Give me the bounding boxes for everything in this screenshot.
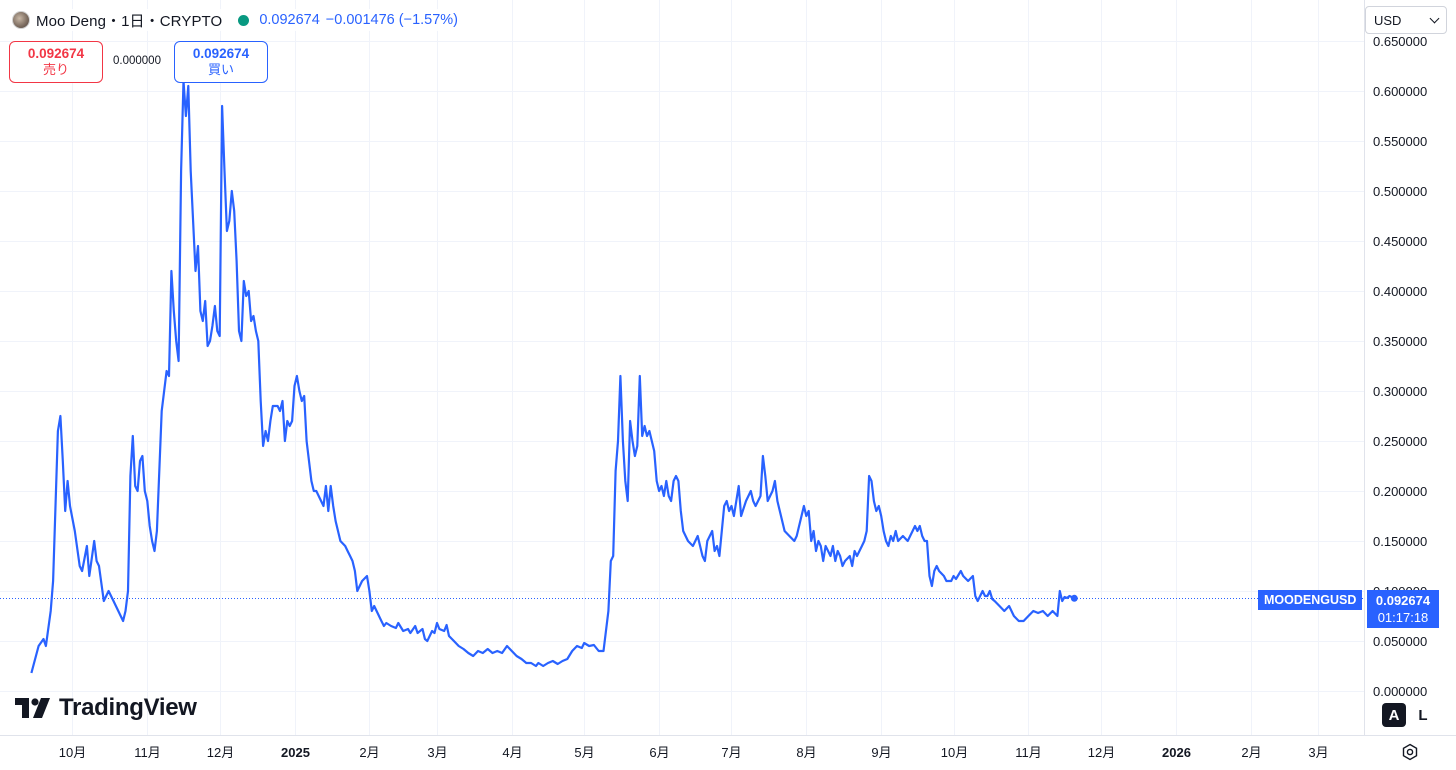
y-tick-label: 0.150000 bbox=[1373, 534, 1427, 549]
series-symbol-label: MOODENGUSD bbox=[1258, 590, 1363, 610]
x-tick-label: 7月 bbox=[721, 745, 741, 760]
chart-legend[interactable]: Moo Deng・1日・CRYPTO 0.092674 −0.001476 (−… bbox=[12, 9, 459, 31]
legend-price: 0.092674 bbox=[259, 12, 320, 28]
last-price-label: 0.092674 01:17:18 bbox=[1367, 590, 1439, 628]
legend-change: −0.001476 (−1.57%) bbox=[325, 12, 459, 28]
y-tick-label: 0.200000 bbox=[1373, 484, 1427, 499]
auto-scale-button[interactable]: A bbox=[1382, 703, 1406, 727]
chart-axes bbox=[0, 0, 1456, 736]
x-tick-label: 4月 bbox=[502, 745, 522, 760]
x-tick-label: 2025 bbox=[281, 745, 310, 760]
x-tick-label: 2月 bbox=[1241, 745, 1261, 760]
y-tick-label: 0.400000 bbox=[1373, 284, 1427, 299]
tradingview-logo-icon bbox=[15, 698, 50, 718]
currency-select[interactable]: USD bbox=[1365, 6, 1447, 34]
x-tick-label: 9月 bbox=[871, 745, 891, 760]
gear-icon[interactable] bbox=[1401, 743, 1419, 761]
sell-price: 0.092674 bbox=[27, 46, 85, 61]
x-tick-label: 12月 bbox=[1088, 745, 1115, 760]
symbol-title[interactable]: Moo Deng・1日・CRYPTO bbox=[36, 12, 223, 30]
x-tick-label: 6月 bbox=[649, 745, 669, 760]
spread-value: 0.000000 bbox=[113, 55, 161, 67]
bar-countdown: 01:17:18 bbox=[1377, 610, 1429, 625]
x-tick-label: 3月 bbox=[1308, 745, 1328, 760]
x-tick-label: 3月 bbox=[427, 745, 447, 760]
x-tick-label: 2月 bbox=[359, 745, 379, 760]
tradingview-logo[interactable]: TradingView bbox=[13, 694, 197, 722]
sell-button[interactable]: 0.092674 売り bbox=[9, 41, 103, 83]
currency-value: USD bbox=[1374, 12, 1402, 28]
x-tick-label: 11月 bbox=[134, 745, 161, 760]
last-price-value: 0.092674 bbox=[1375, 593, 1431, 608]
buy-price: 0.092674 bbox=[192, 46, 250, 61]
y-tick-label: 0.500000 bbox=[1373, 184, 1427, 199]
market-status-dot-icon bbox=[238, 14, 250, 26]
y-tick-label: 0.600000 bbox=[1373, 84, 1427, 99]
series-symbol-text: MOODENGUSD bbox=[1264, 593, 1357, 607]
chart-grid bbox=[0, 0, 1364, 735]
tradingview-logo-text: TradingView bbox=[59, 694, 197, 721]
y-tick-label: 0.350000 bbox=[1373, 334, 1427, 349]
x-tick-label: 10月 bbox=[59, 745, 86, 760]
x-tick-label: 2026 bbox=[1162, 745, 1191, 760]
y-tick-label: 0.000000 bbox=[1373, 684, 1427, 699]
y-tick-label: 0.050000 bbox=[1373, 634, 1427, 649]
sell-label: 売り bbox=[42, 62, 69, 77]
log-scale-button[interactable]: L bbox=[1411, 703, 1435, 727]
y-tick-label: 0.650000 bbox=[1373, 34, 1427, 49]
x-tick-label: 10月 bbox=[941, 745, 968, 760]
buy-label: 買い bbox=[207, 62, 234, 77]
price-series-line bbox=[30, 79, 1075, 674]
last-price-marker bbox=[1070, 594, 1078, 602]
x-tick-label: 8月 bbox=[796, 745, 816, 760]
moo-deng-coin-icon bbox=[12, 11, 30, 29]
x-tick-label: 11月 bbox=[1015, 745, 1042, 760]
x-tick-label: 12月 bbox=[207, 745, 234, 760]
y-tick-label: 0.300000 bbox=[1373, 384, 1427, 399]
y-tick-label: 0.450000 bbox=[1373, 234, 1427, 249]
y-tick-label: 0.250000 bbox=[1373, 434, 1427, 449]
buy-button[interactable]: 0.092674 買い bbox=[174, 41, 268, 83]
time-axis[interactable]: 10月 11月 12月 2025 2月 3月 4月 5月 6月 7月 8月 9月 10月 11月 12月 20… bbox=[59, 745, 1329, 760]
chevron-down-icon bbox=[1429, 13, 1440, 23]
y-tick-label: 0.550000 bbox=[1373, 134, 1427, 149]
x-tick-label: 5月 bbox=[574, 745, 594, 760]
